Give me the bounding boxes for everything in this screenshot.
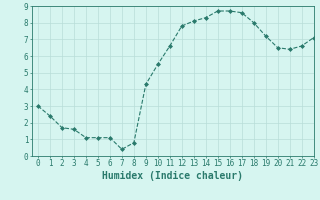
X-axis label: Humidex (Indice chaleur): Humidex (Indice chaleur) <box>102 171 243 181</box>
